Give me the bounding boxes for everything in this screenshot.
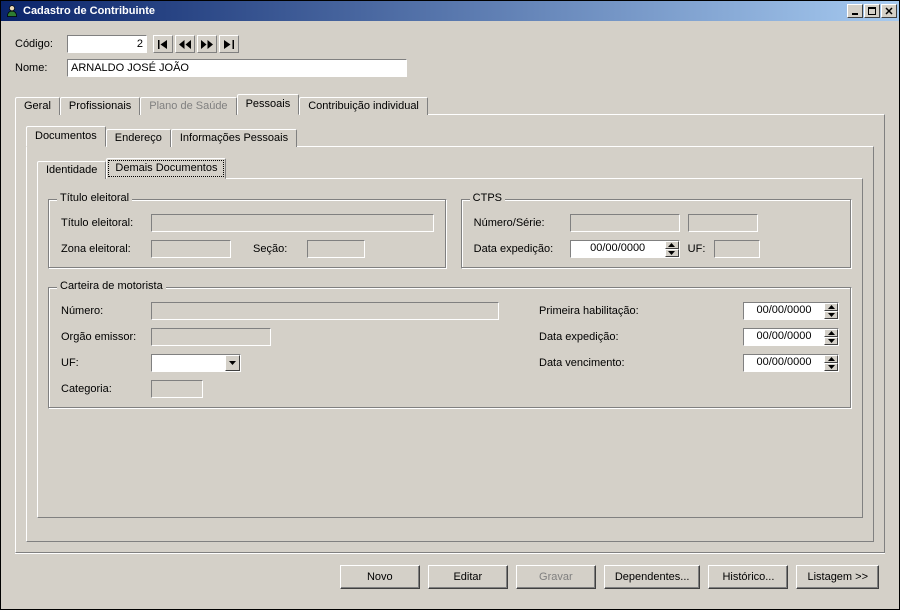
- tab-geral[interactable]: Geral: [15, 97, 60, 115]
- gravar-button: Gravar: [516, 565, 596, 589]
- tab-documentos[interactable]: Documentos: [26, 126, 106, 147]
- field-mot-categoria[interactable]: [151, 380, 203, 398]
- field-ctps-numero[interactable]: [570, 214, 680, 232]
- label-ctps-numero: Número/Série:: [474, 217, 570, 229]
- field-mot-numero[interactable]: [151, 302, 499, 320]
- field-titulo[interactable]: [151, 214, 434, 232]
- spin-down-icon[interactable]: [824, 311, 838, 319]
- label-mot-exped: Data expedição:: [539, 331, 743, 343]
- field-ctps-uf[interactable]: [714, 240, 760, 258]
- codigo-label: Código:: [15, 38, 61, 50]
- field-ctps-data[interactable]: 00/00/0000: [570, 240, 680, 258]
- group-ctps: CTPS Número/Série: Data expedição: 00: [461, 199, 852, 269]
- tab-demais-documentos[interactable]: Demais Documentos: [106, 158, 226, 179]
- spin-down-icon[interactable]: [665, 249, 679, 257]
- label-mot-uf: UF:: [61, 357, 151, 369]
- nav-next-button[interactable]: [197, 35, 217, 53]
- nome-label: Nome:: [15, 62, 61, 74]
- label-mot-categoria: Categoria:: [61, 383, 151, 395]
- novo-button[interactable]: Novo: [340, 565, 420, 589]
- footer-bar: Novo Editar Gravar Dependentes... Histór…: [15, 553, 885, 599]
- nome-row: Nome: ARNALDO JOSÉ JOÃO: [15, 59, 885, 77]
- label-secao: Seção:: [253, 243, 307, 255]
- dependentes-button[interactable]: Dependentes...: [604, 565, 701, 589]
- sub-tabpanel: Identidade Demais Documentos Título elei…: [26, 146, 874, 542]
- nav-prev-button[interactable]: [175, 35, 195, 53]
- titlebar: Cadastro de Contribuinte: [1, 1, 899, 21]
- group-motorista: Carteira de motorista Número: Orgão emis…: [48, 287, 852, 409]
- label-ctps-data: Data expedição:: [474, 243, 570, 255]
- main-tabs: Geral Profissionais Plano de Saúde Pesso…: [15, 93, 885, 114]
- label-zona: Zona eleitoral:: [61, 243, 151, 255]
- field-secao[interactable]: [307, 240, 365, 258]
- field-mot-venc[interactable]: 00/00/0000: [743, 354, 839, 372]
- spin-up-icon[interactable]: [824, 329, 838, 337]
- label-ctps-uf: UF:: [688, 243, 714, 255]
- listagem-button[interactable]: Listagem >>: [796, 565, 879, 589]
- spin-up-icon[interactable]: [665, 241, 679, 249]
- tab-plano-saude: Plano de Saúde: [140, 97, 236, 115]
- tab-profissionais[interactable]: Profissionais: [60, 97, 140, 115]
- nome-field[interactable]: ARNALDO JOSÉ JOÃO: [67, 59, 407, 77]
- label-mot-venc: Data vencimento:: [539, 357, 743, 369]
- spin-down-icon[interactable]: [824, 363, 838, 371]
- tab-identidade[interactable]: Identidade: [37, 161, 106, 179]
- spin-up-icon[interactable]: [824, 303, 838, 311]
- field-mot-orgao[interactable]: [151, 328, 271, 346]
- field-zona[interactable]: [151, 240, 231, 258]
- label-titulo: Título eleitoral:: [61, 217, 151, 229]
- value-mot-venc: 00/00/0000: [744, 355, 824, 371]
- spin-up-icon[interactable]: [824, 355, 838, 363]
- maximize-button[interactable]: [864, 4, 880, 18]
- value-mot-uf: [152, 355, 225, 371]
- spin-down-icon[interactable]: [824, 337, 838, 345]
- historico-button[interactable]: Histórico...: [708, 565, 788, 589]
- nav-first-button[interactable]: [153, 35, 173, 53]
- field-ctps-serie[interactable]: [688, 214, 758, 232]
- label-mot-primeira: Primeira habilitação:: [539, 305, 743, 317]
- legend-titulo-eleitoral: Título eleitoral: [57, 192, 132, 204]
- legend-motorista: Carteira de motorista: [57, 280, 166, 292]
- field-mot-exped[interactable]: 00/00/0000: [743, 328, 839, 346]
- value-ctps-data: 00/00/0000: [571, 241, 665, 257]
- value-mot-primeira: 00/00/0000: [744, 303, 824, 319]
- main-tabpanel: Documentos Endereço Informações Pessoais…: [15, 114, 885, 553]
- label-mot-orgao: Orgão emissor:: [61, 331, 151, 343]
- window-title: Cadastro de Contribuinte: [23, 5, 847, 17]
- doc-tabs: Identidade Demais Documentos: [37, 157, 863, 178]
- label-mot-numero: Número:: [61, 305, 151, 317]
- minimize-button[interactable]: [847, 4, 863, 18]
- tab-pessoais[interactable]: Pessoais: [237, 94, 300, 115]
- client-area: Código: 2 Nome: ARNALDO JOSÉ JOÃO Geral …: [1, 21, 899, 609]
- combo-mot-uf[interactable]: [151, 354, 241, 372]
- legend-ctps: CTPS: [470, 192, 505, 204]
- tab-contribuicao[interactable]: Contribuição individual: [299, 97, 428, 115]
- nav-last-button[interactable]: [219, 35, 239, 53]
- app-icon: [5, 4, 19, 18]
- group-titulo-eleitoral: Título eleitoral Título eleitoral: Zona …: [48, 199, 447, 269]
- value-mot-exped: 00/00/0000: [744, 329, 824, 345]
- codigo-field[interactable]: 2: [67, 35, 147, 53]
- tab-informacoes[interactable]: Informações Pessoais: [171, 129, 297, 147]
- doc-tabpanel: Título eleitoral Título eleitoral: Zona …: [37, 178, 863, 518]
- sub-tabs: Documentos Endereço Informações Pessoais: [26, 125, 874, 146]
- close-button[interactable]: [881, 4, 897, 18]
- editar-button[interactable]: Editar: [428, 565, 508, 589]
- codigo-row: Código: 2: [15, 35, 885, 53]
- tab-endereco[interactable]: Endereço: [106, 129, 171, 147]
- field-mot-primeira[interactable]: 00/00/0000: [743, 302, 839, 320]
- chevron-down-icon[interactable]: [225, 355, 240, 371]
- app-window: Cadastro de Contribuinte Código: 2: [0, 0, 900, 610]
